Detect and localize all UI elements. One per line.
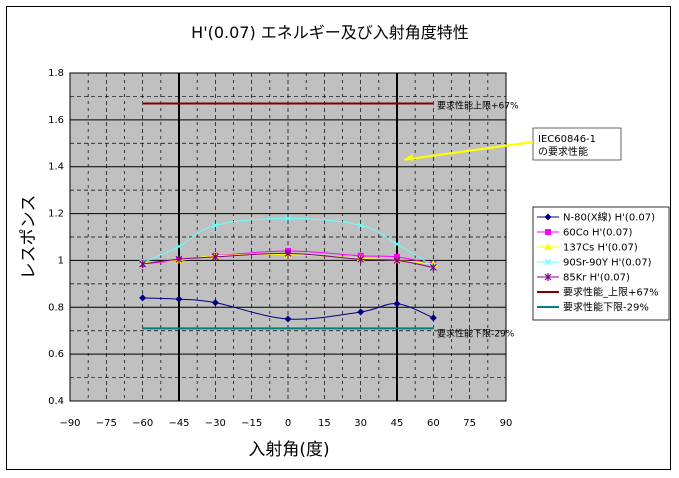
data-point	[545, 229, 551, 235]
data-point	[284, 315, 292, 323]
legend-entry: 60Co H'(0.07)	[537, 228, 632, 239]
data-point	[544, 213, 552, 221]
x-axis-ticks: −90 −75 −60 −45 −30 −15 0 15 30 45 60 75 90	[59, 418, 512, 429]
x-tick-label: 75	[463, 418, 476, 429]
annotation-upper-limit: 要求性能上限+67%	[437, 100, 519, 112]
annotation-requirement: の要求性能	[538, 145, 588, 158]
data-point	[284, 249, 292, 258]
annotation-lower-limit: 要求性能下限-29%	[437, 327, 515, 339]
legend-entry: 要求性能下限-29%	[537, 301, 649, 314]
series	[139, 294, 437, 323]
y-tick-label: 0.6	[48, 349, 64, 360]
legend-label: 要求性能下限-29%	[563, 301, 649, 314]
data-point	[429, 314, 437, 322]
data-point	[211, 252, 219, 261]
x-tick-label: −15	[241, 418, 262, 429]
data-point	[139, 259, 147, 268]
legend-entry: 90Sr-90Y H'(0.07)	[537, 258, 652, 269]
legend: N-80(X線) H'(0.07) 60Co H'(0.07) 137Cs H'(0…	[532, 206, 670, 321]
reference-lines	[178, 73, 398, 401]
y-tick-label: 1.6	[48, 115, 64, 126]
x-tick-label: 30	[354, 418, 367, 429]
data-point	[429, 263, 437, 272]
annotation-arrow-head	[404, 153, 414, 161]
data-point	[544, 243, 552, 250]
x-tick-label: 15	[318, 418, 331, 429]
legend-entry: 137Cs H'(0.07)	[537, 243, 638, 254]
data-point	[393, 256, 401, 265]
annotation-arrow-line	[404, 140, 534, 161]
legend-entry: N-80(X線) H'(0.07)	[537, 211, 655, 224]
legend-label: 90Sr-90Y H'(0.07)	[563, 258, 652, 269]
data-point	[393, 240, 401, 248]
legend-label: 85Kr H'(0.07)	[563, 273, 630, 284]
y-tick-label: 0.4	[48, 396, 64, 407]
y-tick-label: 1.8	[48, 68, 64, 79]
y-axis-label: レスポンス	[19, 195, 39, 280]
data-point	[544, 258, 552, 266]
chart-title: H'(0.07) エネルギー及び入射角度特性	[191, 23, 469, 42]
series	[139, 249, 437, 272]
annotation-callout-box	[532, 127, 622, 161]
y-tick-label: 0.8	[48, 302, 64, 313]
x-tick-label: −60	[132, 418, 153, 429]
x-tick-label: 60	[427, 418, 440, 429]
data-point	[357, 221, 365, 229]
legend-label: 60Co H'(0.07)	[563, 228, 632, 239]
x-axis-label: 入射角(度)	[248, 440, 329, 460]
data-point	[139, 294, 147, 302]
legend-entry: 85Kr H'(0.07)	[537, 273, 630, 284]
data-point	[211, 299, 219, 307]
x-tick-label: −45	[168, 418, 189, 429]
series-group	[138, 102, 438, 330]
x-tick-label: −90	[59, 418, 80, 429]
data-point	[284, 214, 292, 222]
legend-entry: 要求性能_上限+67%	[537, 286, 659, 299]
x-tick-label: 0	[285, 418, 291, 429]
y-tick-label: 1.4	[48, 162, 64, 173]
data-point	[357, 308, 365, 316]
y-tick-label: 1.2	[48, 209, 64, 220]
annotation-iec-standard: IEC60846-1	[538, 134, 596, 145]
data-point	[175, 255, 183, 264]
x-tick-label: −75	[96, 418, 117, 429]
data-point	[175, 295, 183, 303]
y-axis-ticks: 0.4 0.6 0.8 1 1.2 1.4 1.6 1.8	[48, 68, 64, 407]
data-point	[357, 255, 365, 264]
data-point	[393, 300, 401, 308]
x-tick-label: 90	[500, 418, 513, 429]
x-tick-label: 45	[391, 418, 404, 429]
data-point	[175, 242, 183, 250]
legend-label: 要求性能_上限+67%	[563, 286, 659, 299]
legend-label: N-80(X線) H'(0.07)	[563, 211, 655, 224]
data-point	[544, 273, 552, 281]
legend-box	[532, 206, 670, 321]
x-tick-label: −30	[205, 418, 226, 429]
data-point	[211, 221, 219, 229]
y-tick-label: 1	[58, 255, 64, 266]
legend-label: 137Cs H'(0.07)	[563, 243, 638, 254]
